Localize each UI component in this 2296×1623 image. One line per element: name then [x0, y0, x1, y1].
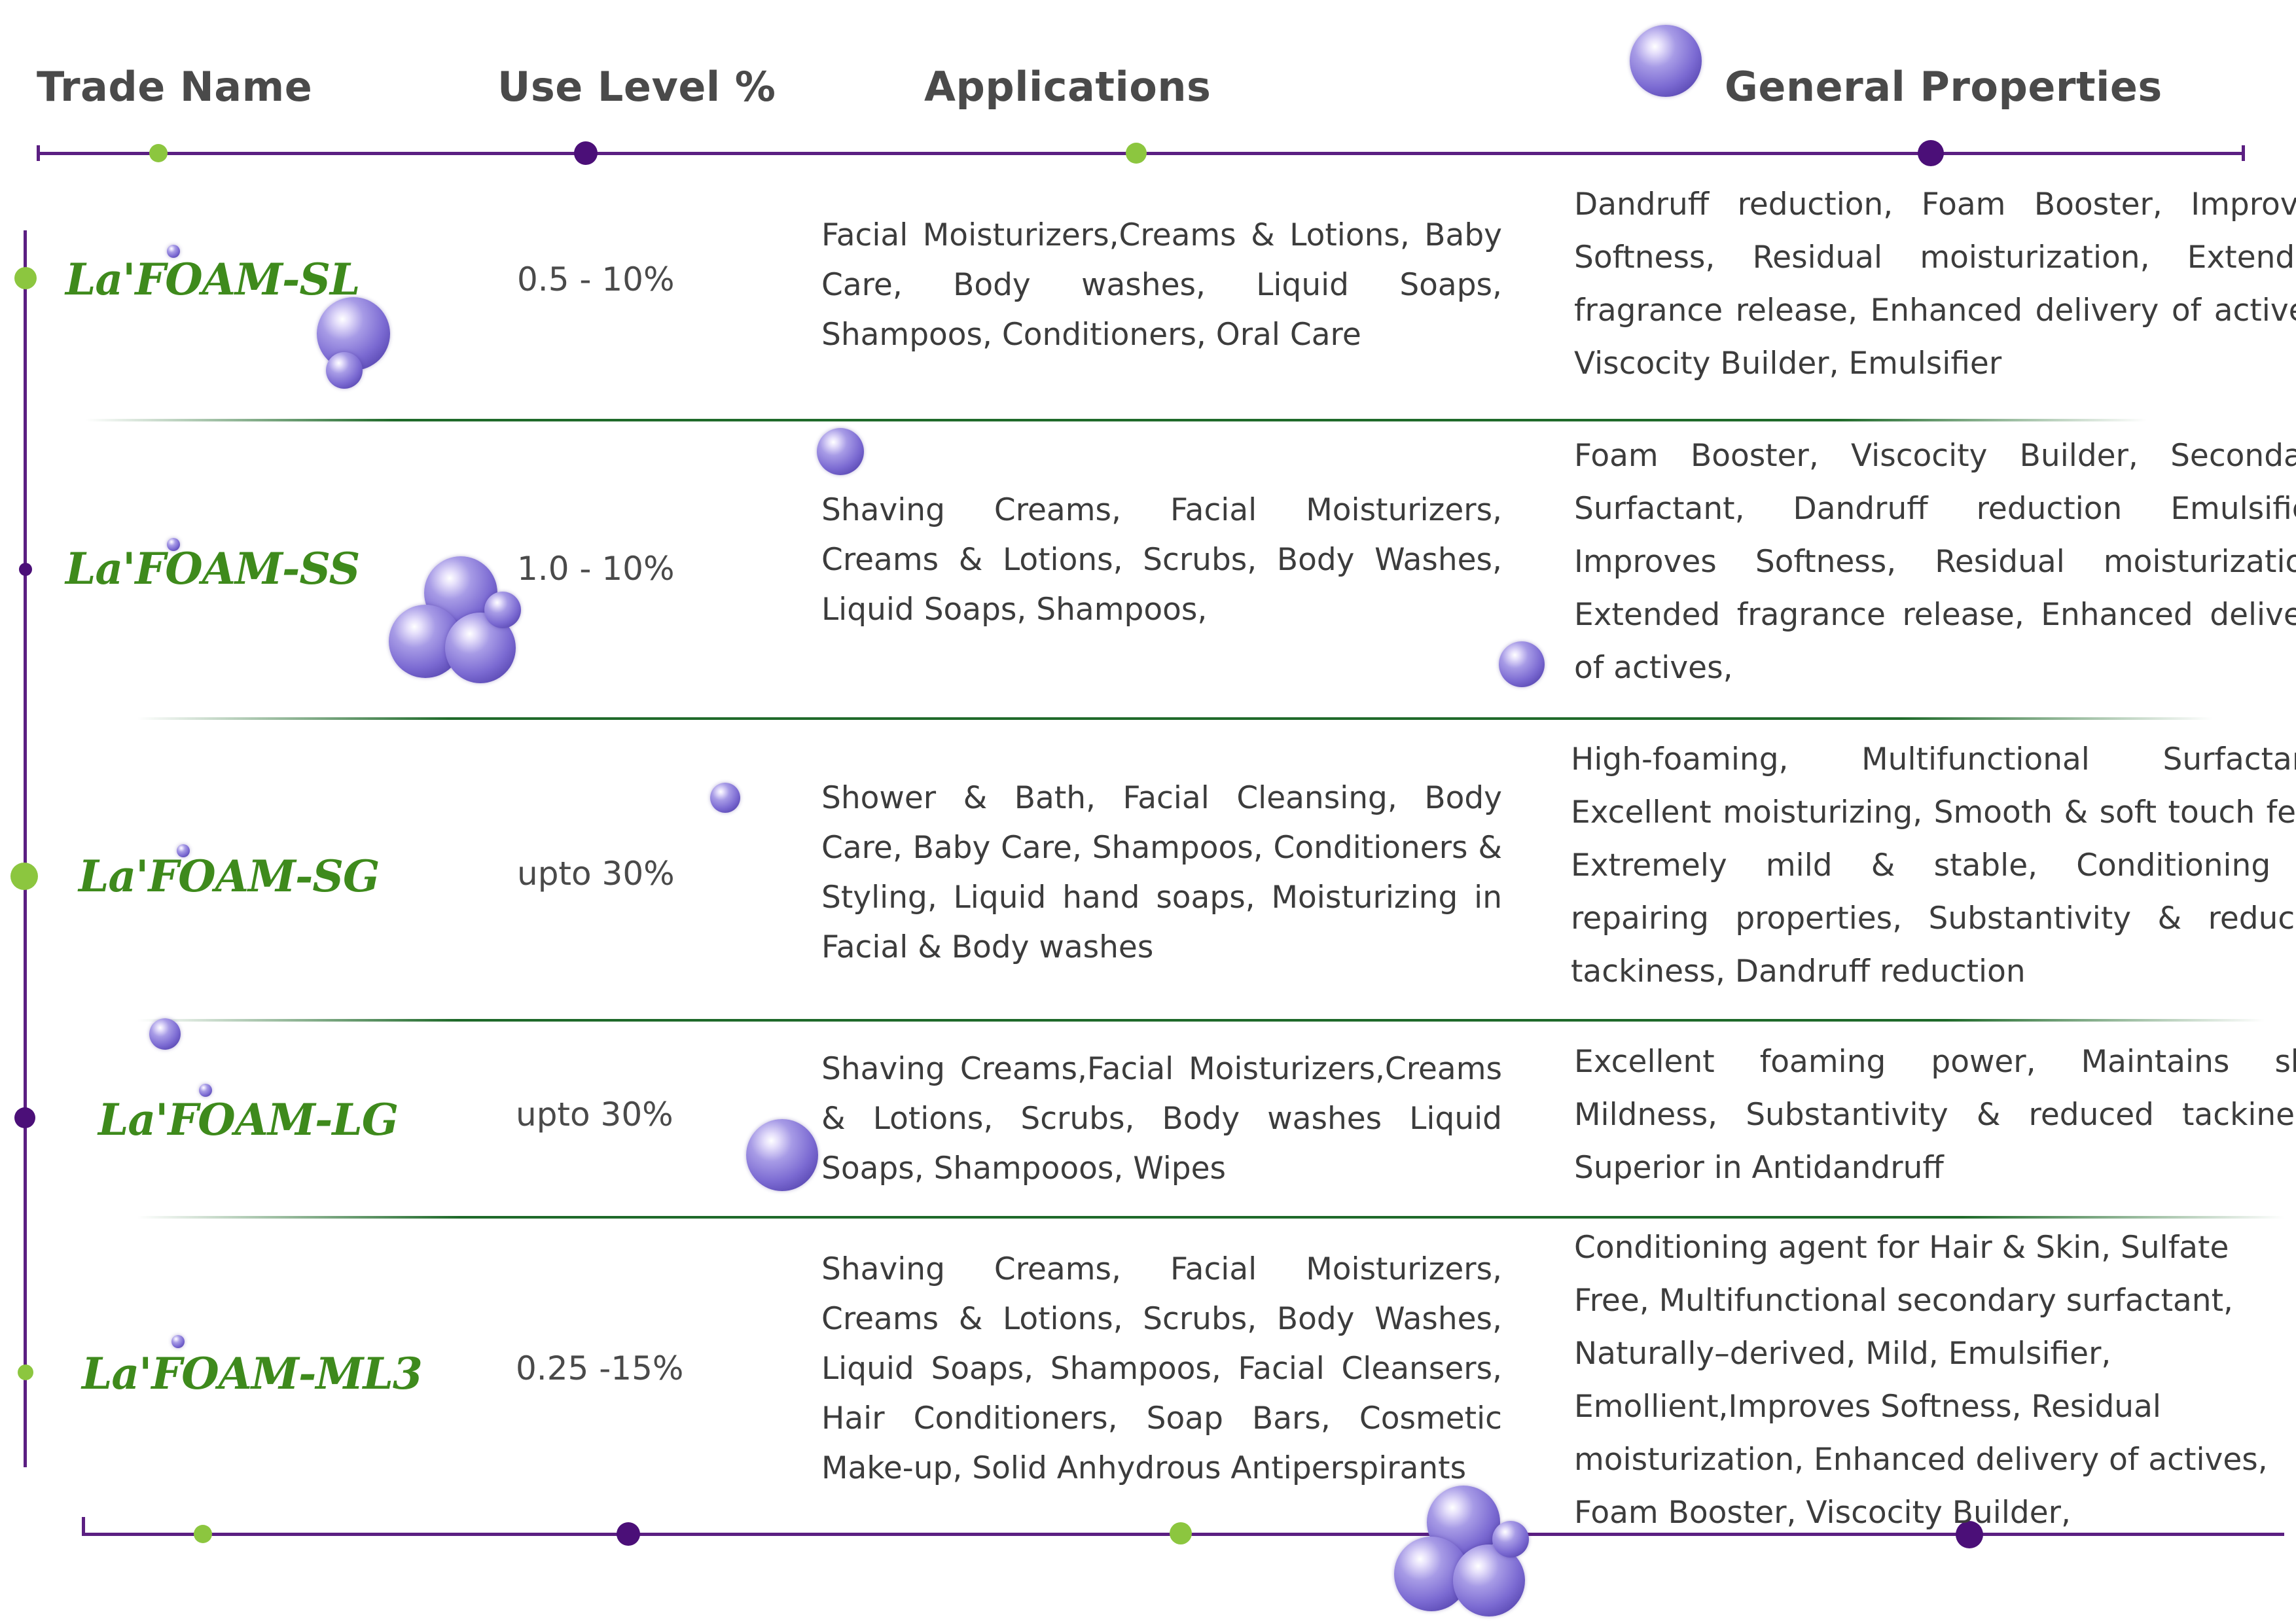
bottom-rule-left-tick	[82, 1517, 85, 1535]
row-separator	[137, 717, 2212, 720]
general-properties-text: Foam Booster, Viscocity Builder, Seconda…	[1574, 438, 2296, 686]
bubble-icon	[167, 245, 180, 258]
bubble-icon	[1499, 641, 1545, 687]
bubble-icon	[817, 428, 864, 475]
use-level: 0.5 - 10%	[517, 260, 675, 298]
row-separator	[85, 419, 2147, 421]
top-rule-dot	[149, 144, 168, 162]
left-rule-dot	[18, 1364, 33, 1380]
bubble-icon	[326, 352, 363, 389]
bottom-rule-dot	[1170, 1522, 1192, 1544]
top-rule-left-tick	[37, 145, 40, 161]
bubble-icon	[746, 1119, 818, 1191]
bubble-icon	[167, 538, 180, 551]
applications-text: Facial Moisturizers,Creams & Lotions, Ba…	[821, 217, 1502, 353]
left-rule-dot	[14, 1107, 35, 1128]
use-level: 0.25 -15%	[516, 1349, 684, 1387]
applications-text: Shaving Creams,Facial Moisturizers,Cream…	[821, 1051, 1502, 1186]
row-separator	[137, 1216, 2284, 1219]
left-rule	[24, 230, 27, 1467]
header-general-properties: General Properties	[1725, 63, 2162, 111]
top-rule-dot	[1126, 143, 1147, 164]
trade-name: La'FOAM-ML3	[82, 1348, 423, 1399]
header-use-level: Use Level %	[497, 63, 776, 111]
trade-name: La'FOAM-SS	[65, 543, 360, 594]
left-rule-dot	[19, 563, 32, 576]
use-level: 1.0 - 10%	[517, 550, 675, 588]
applications-text: Shaving Creams, Facial Moisturizers, Cre…	[821, 492, 1502, 628]
bottom-rule-dot	[1956, 1521, 1983, 1548]
top-rule-dot	[1918, 140, 1944, 166]
bubble-icon	[171, 1335, 185, 1348]
general-properties-text: High-foaming, Multifunctional Surfactant…	[1571, 741, 2296, 990]
top-rule-right-tick	[2242, 145, 2245, 161]
header-trade-name: Trade Name	[37, 63, 313, 111]
use-level: upto 30%	[516, 1096, 673, 1133]
bubble-icon	[149, 1018, 181, 1050]
bubble-icon	[1492, 1521, 1529, 1558]
bubble-icon	[1630, 25, 1702, 97]
applications-text: Shaving Creams, Facial Moisturizers, Cre…	[821, 1251, 1502, 1486]
general-properties-text: Excellent foaming power, Maintains skin …	[1574, 1044, 2296, 1186]
trade-name: La'FOAM-SL	[65, 254, 360, 305]
applications-text: Shower & Bath, Facial Cleansing, Body Ca…	[821, 780, 1502, 965]
bottom-rule-dot	[617, 1522, 640, 1546]
row-separator	[137, 1019, 2265, 1022]
bubble-icon	[710, 783, 740, 813]
general-properties-text: Conditioning agent for Hair & Skin, Sulf…	[1574, 1230, 2268, 1531]
bubble-icon	[177, 844, 190, 857]
trade-name: La'FOAM-LG	[98, 1094, 399, 1145]
top-rule-dot	[574, 141, 598, 165]
trade-name: La'FOAM-SG	[79, 851, 380, 902]
use-level: upto 30%	[517, 855, 675, 893]
bottom-rule-dot	[194, 1525, 212, 1543]
bubble-icon	[484, 592, 521, 628]
general-properties-text: Dandruff reduction, Foam Booster, Improv…	[1574, 187, 2296, 382]
left-rule-dot	[14, 267, 37, 289]
bubble-icon	[199, 1084, 212, 1097]
header-applications: Applications	[924, 63, 1211, 111]
left-rule-dot	[10, 863, 38, 890]
